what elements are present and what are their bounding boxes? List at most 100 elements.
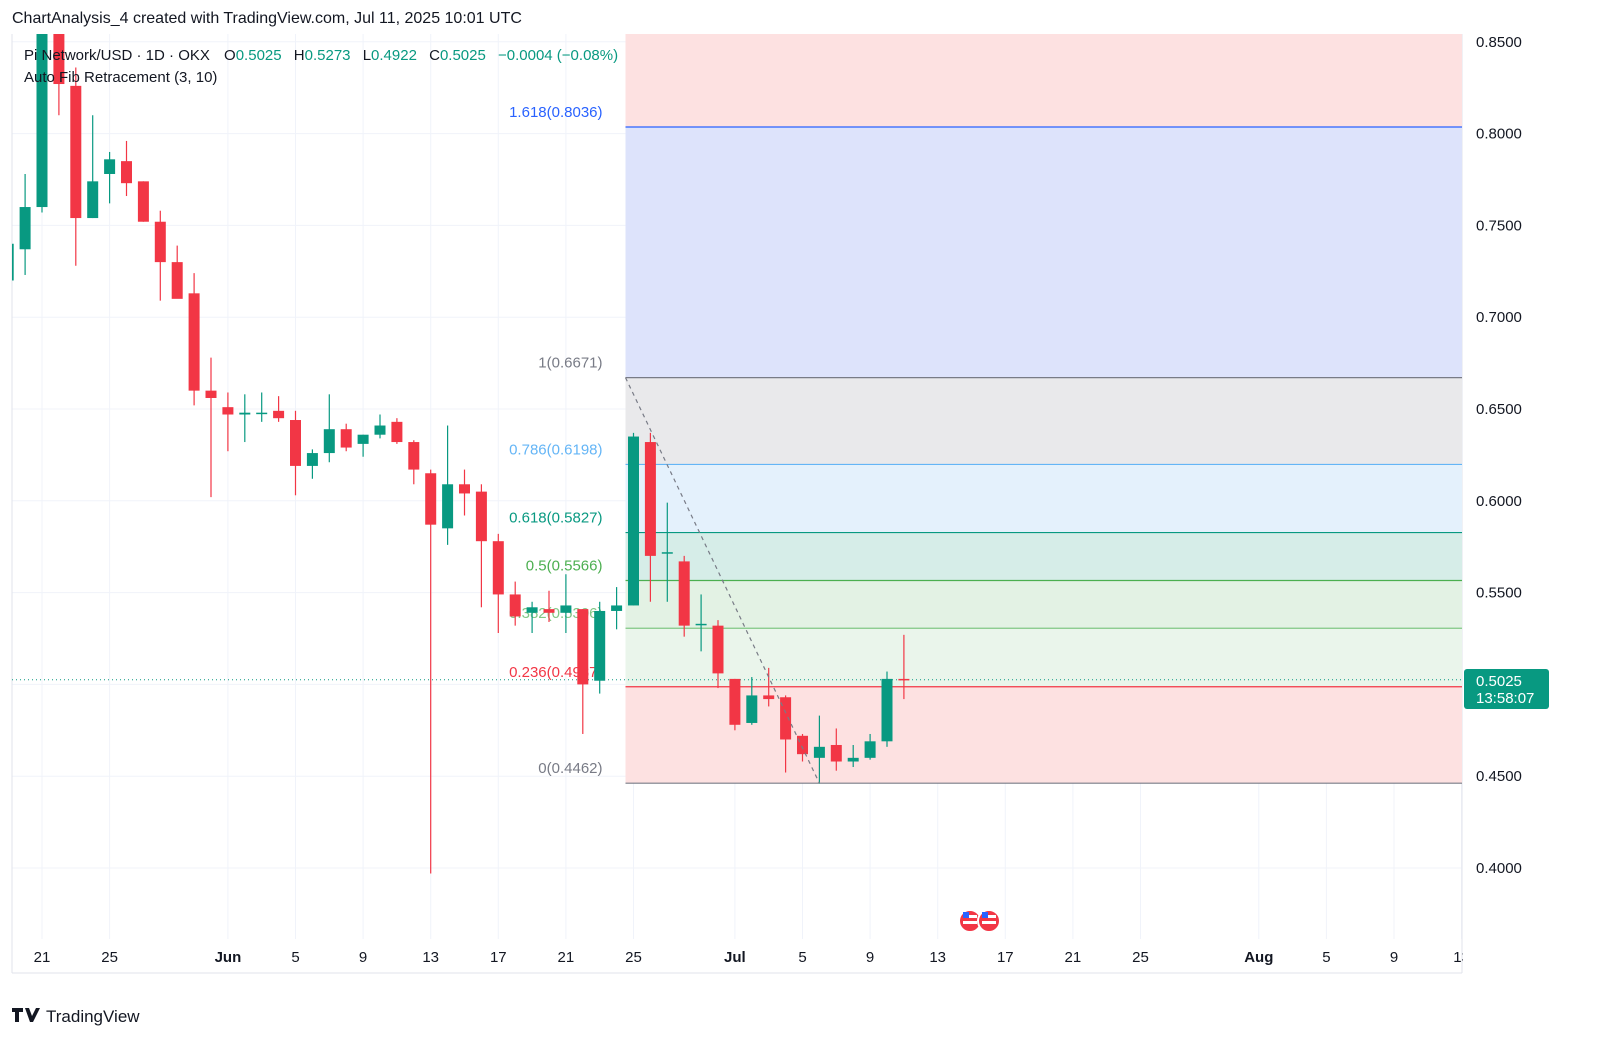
candle [881, 671, 893, 747]
candle [560, 574, 572, 633]
candle [425, 469, 437, 874]
candle-body [560, 605, 572, 613]
candle [374, 414, 386, 439]
time-tick-label: 17 [997, 949, 1014, 966]
price-tick-label: 0.7000 [1476, 309, 1522, 326]
current-price-tag: 0.5025 13:58:07 [1464, 669, 1549, 709]
candle-body [256, 412, 268, 415]
candle-body [222, 407, 234, 415]
candle-body [357, 434, 369, 444]
fib-level-label: 0.5(0.5566) [526, 557, 603, 574]
candle-body [712, 625, 724, 674]
candle [12, 243, 14, 281]
candle-body [323, 429, 335, 454]
price-tick-label: 0.4500 [1476, 768, 1522, 785]
time-tick-label: 5 [798, 949, 806, 966]
candle [290, 410, 301, 496]
candle-body [763, 695, 775, 700]
candle-body [797, 735, 808, 755]
candle [323, 394, 335, 463]
candle [36, 34, 48, 213]
tradingview-brand[interactable]: TradingView [12, 1007, 140, 1027]
candle-body [87, 181, 99, 219]
fib-trend-line [624, 377, 820, 784]
candle [391, 418, 403, 444]
time-tick-label: 21 [1065, 949, 1082, 966]
candle [256, 392, 268, 422]
candle-body [526, 607, 538, 613]
candle-body [661, 552, 673, 554]
fib-level-label: 0.382(0.5306) [509, 605, 602, 622]
time-tick-label: 17 [490, 949, 507, 966]
time-tick-label: 9 [1390, 949, 1398, 966]
candle-body [137, 181, 149, 222]
fib-level-label: 0(0.4462) [538, 760, 602, 777]
candle-body [644, 442, 656, 556]
low-label: L [363, 47, 371, 64]
us-flag-icon[interactable] [977, 909, 1001, 933]
price-tick-label: 0.6500 [1476, 401, 1522, 418]
candle-body [154, 221, 166, 263]
high-label: H [294, 47, 305, 64]
candle-body [171, 262, 183, 299]
candle [780, 695, 792, 773]
candle-body [729, 678, 741, 725]
price-tick-label: 0.5500 [1476, 585, 1522, 602]
price-tick-label: 0.4000 [1476, 860, 1522, 877]
candle [661, 502, 673, 602]
candle-body [543, 609, 555, 613]
candle-body [273, 410, 285, 419]
tradingview-logo-icon [12, 1007, 40, 1027]
fib-trend-dashed-line [624, 377, 820, 784]
candle [611, 587, 623, 630]
fib-level-label: 0.786(0.6198) [509, 441, 602, 458]
candle [526, 601, 538, 633]
fib-zone [625, 686, 1462, 784]
candle-body [864, 741, 876, 758]
candle [847, 744, 859, 768]
candle-body [509, 594, 521, 617]
time-tick-label: 9 [359, 949, 367, 966]
candle [171, 245, 183, 299]
candle-body [442, 484, 454, 529]
candle [306, 449, 318, 479]
symbol-label: Pi Network/USD · 1D · OKX [24, 47, 210, 64]
candle [492, 533, 504, 633]
current-price-value: 0.5025 [1476, 673, 1522, 690]
candle-body [830, 744, 842, 762]
fib-labels: 1.618(0.8036) 1(0.6671) 0.786(0.6198) 0.618… [509, 104, 602, 777]
candle [543, 590, 555, 622]
candle [695, 594, 707, 652]
candle-body [36, 34, 48, 208]
low-value: 0.4922 [371, 47, 417, 64]
candle [577, 609, 589, 734]
chart-caption: ChartAnalysis_4 created with TradingView… [12, 10, 522, 27]
candle-body [306, 453, 318, 466]
svg-text:Pi Network/USD · 1D · OKX: Pi Network/USD · 1D · OKX O0.5025 H0.527… [24, 47, 618, 64]
indicator-label: Auto Fib Retracement (3, 10) [24, 69, 217, 86]
candle [137, 181, 149, 222]
candle [628, 432, 639, 606]
candle-body [425, 473, 437, 525]
candle [898, 634, 910, 700]
candle-body [188, 293, 200, 391]
fib-zone [625, 532, 1462, 581]
candle [121, 140, 132, 197]
candle [188, 273, 200, 406]
candle-body [70, 85, 82, 219]
candle [830, 728, 842, 771]
price-tick-label: 0.6000 [1476, 493, 1522, 510]
price-tick-label: 0.7500 [1476, 217, 1522, 234]
candle [475, 484, 487, 608]
candle-body [475, 491, 487, 542]
time-tick-label: Jul [724, 949, 746, 966]
fib-level-label: 1(0.6671) [538, 355, 602, 372]
candle-body [459, 484, 470, 494]
time-tick-label: 9 [866, 949, 874, 966]
candle-body [290, 420, 301, 466]
close-value: 0.5025 [440, 47, 486, 64]
candle [340, 423, 352, 452]
candle-body [239, 412, 251, 415]
candle [712, 620, 724, 689]
